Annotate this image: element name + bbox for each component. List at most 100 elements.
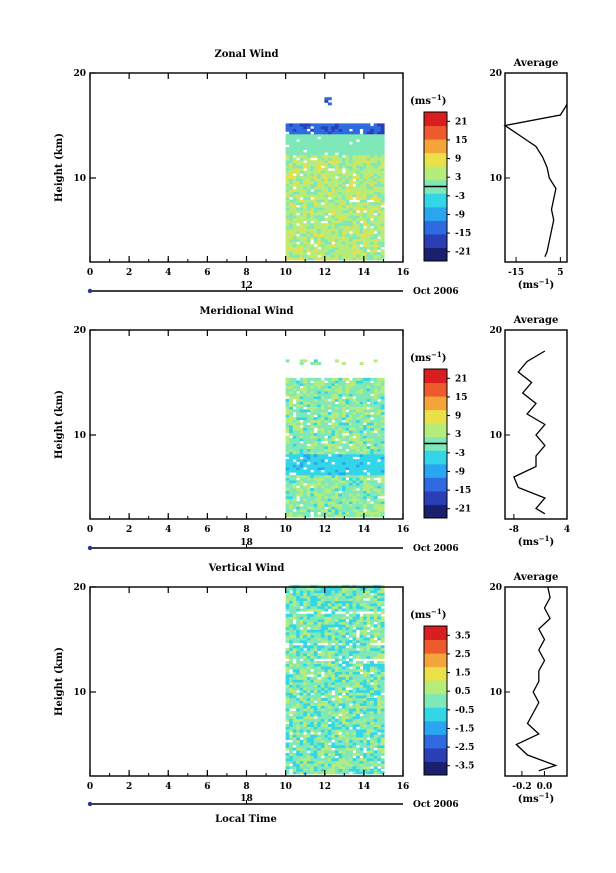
heatmap-cell bbox=[303, 133, 308, 137]
heatmap-cell bbox=[370, 202, 374, 206]
heatmap-cell bbox=[327, 165, 332, 169]
heatmap-cell bbox=[285, 716, 290, 720]
heatmap-cell bbox=[356, 212, 360, 216]
heatmap-cell bbox=[327, 238, 332, 242]
heatmap-cell bbox=[292, 480, 297, 484]
heatmap-cell bbox=[356, 650, 360, 654]
heatmap-cell bbox=[370, 401, 374, 405]
heatmap-cell bbox=[363, 160, 367, 164]
heatmap-cell bbox=[356, 469, 360, 473]
heatmap-cell bbox=[334, 406, 339, 410]
heatmap-cell bbox=[331, 136, 336, 140]
heatmap-cell bbox=[331, 181, 336, 185]
heatmap-cell bbox=[349, 257, 353, 261]
heatmap-cell bbox=[352, 687, 357, 691]
heatmap-cell bbox=[342, 401, 346, 405]
heatmap-cell bbox=[317, 655, 322, 659]
heatmap-cell bbox=[352, 236, 357, 240]
heatmap-cell bbox=[306, 425, 311, 428]
heatmap-cell bbox=[366, 716, 371, 720]
heatmap-cell bbox=[349, 721, 353, 725]
heatmap-cell bbox=[373, 183, 378, 187]
heatmap-cell bbox=[338, 204, 343, 208]
x-tick-label: 8 bbox=[243, 268, 249, 278]
heatmap-cell bbox=[296, 257, 301, 261]
heatmap-cell bbox=[359, 212, 364, 216]
heatmap-cell bbox=[289, 252, 293, 255]
heatmap-cell bbox=[331, 619, 336, 622]
heatmap-cell bbox=[380, 165, 385, 169]
heatmap-cell bbox=[352, 141, 357, 145]
heatmap-cell bbox=[345, 637, 350, 641]
heatmap-cell bbox=[377, 726, 382, 730]
heatmap-cell bbox=[313, 406, 318, 410]
heatmap-cell bbox=[349, 603, 353, 607]
x-tick-label: 10 bbox=[279, 782, 292, 792]
heatmap-cell bbox=[338, 485, 343, 489]
average-y-tick-label: 10 bbox=[489, 174, 502, 184]
heatmap-cell bbox=[356, 700, 360, 704]
heatmap-cell bbox=[352, 490, 357, 494]
heatmap-cell bbox=[317, 157, 322, 161]
heatmap-cell bbox=[306, 401, 311, 405]
heatmap-cell bbox=[292, 183, 297, 187]
heatmap-cell bbox=[373, 359, 378, 363]
heatmap-cell bbox=[373, 401, 378, 405]
heatmap-cell bbox=[306, 139, 311, 143]
heatmap-cell bbox=[313, 713, 318, 717]
heatmap-cell bbox=[334, 414, 339, 418]
heatmap-cell bbox=[310, 621, 315, 625]
heatmap-cell bbox=[356, 126, 360, 129]
heatmap-cell bbox=[366, 223, 371, 227]
heatmap-cell bbox=[342, 595, 346, 599]
heatmap-cell bbox=[299, 128, 304, 132]
heatmap-cell bbox=[303, 592, 308, 596]
heatmap-cell bbox=[313, 687, 318, 691]
heatmap-cell bbox=[363, 716, 367, 720]
heatmap-cell bbox=[289, 760, 293, 764]
heatmap-cell bbox=[380, 600, 385, 604]
heatmap-cell bbox=[342, 186, 346, 190]
heatmap-cell bbox=[352, 430, 357, 434]
heatmap-cell bbox=[299, 490, 304, 494]
heatmap-cell bbox=[356, 661, 360, 664]
heatmap-cell bbox=[310, 679, 315, 683]
heatmap-cell bbox=[327, 157, 332, 161]
heatmap-cell bbox=[310, 215, 315, 219]
colorbar-segment bbox=[424, 247, 447, 262]
heatmap-cell bbox=[356, 595, 360, 599]
heatmap-cell bbox=[313, 629, 318, 633]
heatmap-cell bbox=[359, 123, 364, 127]
heatmap-cell bbox=[331, 679, 336, 683]
heatmap-cell bbox=[363, 488, 367, 491]
heatmap-cell bbox=[313, 474, 318, 478]
heatmap-cell bbox=[373, 697, 378, 701]
heatmap-cell bbox=[345, 123, 350, 127]
heatmap-cell bbox=[317, 477, 322, 481]
heatmap-cell bbox=[327, 186, 332, 190]
heatmap-cell bbox=[373, 708, 378, 712]
heatmap-cell bbox=[327, 768, 332, 772]
heatmap-cell bbox=[299, 249, 304, 253]
heatmap-cell bbox=[310, 676, 315, 680]
heatmap-cell bbox=[327, 716, 332, 720]
heatmap-cell bbox=[334, 359, 339, 363]
heatmap-cell bbox=[380, 587, 385, 591]
heatmap-cell bbox=[352, 451, 357, 455]
heatmap-cell bbox=[299, 451, 304, 455]
heatmap-cell bbox=[303, 414, 308, 418]
heatmap-cell bbox=[289, 498, 293, 502]
heatmap-cell bbox=[289, 414, 293, 418]
heatmap-cell bbox=[359, 503, 364, 507]
heatmap-cell bbox=[334, 506, 339, 510]
heatmap-cell bbox=[324, 687, 329, 691]
heatmap-cell bbox=[359, 587, 364, 591]
heatmap-cell bbox=[320, 411, 325, 415]
heatmap-cell bbox=[338, 666, 343, 670]
heatmap-cell bbox=[306, 393, 311, 397]
heatmap-cell bbox=[363, 768, 367, 772]
heatmap-cell bbox=[345, 734, 350, 738]
heatmap-cell bbox=[324, 128, 329, 132]
heatmap-cell bbox=[373, 162, 378, 166]
